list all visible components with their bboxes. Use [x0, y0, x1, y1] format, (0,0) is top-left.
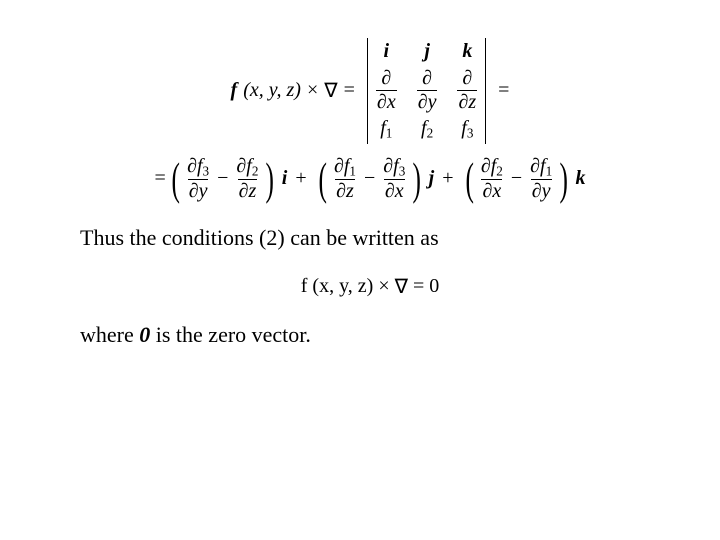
- equation-curl-determinant: f (x, y, z) × ∇ = i j k ∂ ∂x ∂: [80, 38, 660, 144]
- rparen-k: ): [560, 156, 568, 202]
- lparen-j: (: [318, 156, 326, 202]
- lparen-k: (: [465, 156, 473, 202]
- df2-dz: ∂f2 ∂z: [235, 156, 259, 203]
- text-zero-vector: where 0 is the zero vector.: [80, 321, 660, 349]
- vec-j: j: [427, 167, 435, 190]
- df2-dx: ∂f2 ∂x: [480, 156, 504, 203]
- cross-op: ×: [307, 79, 318, 102]
- det-bar-left: [367, 38, 368, 144]
- df3-dx: ∂f3 ∂x: [382, 156, 406, 203]
- det-f3: f3: [457, 117, 477, 142]
- line2-pre: where: [80, 322, 139, 347]
- det-f2: f2: [417, 117, 438, 142]
- minus-i: −: [213, 167, 232, 190]
- vec-i: i: [280, 167, 288, 190]
- nabla-2: ∇: [395, 274, 408, 299]
- text-conditions: Thus the conditions (2) can be written a…: [80, 224, 660, 252]
- plus-2: +: [436, 167, 459, 190]
- plus-1: +: [289, 167, 312, 190]
- det-d-dy: ∂ ∂y: [417, 67, 438, 113]
- f-args: (x, y, z): [243, 79, 301, 102]
- equation-curl-zero: f (x, y, z) × ∇ = 0: [80, 274, 660, 299]
- term-i: ( ∂f3 ∂y − ∂f2 ∂z ): [168, 156, 278, 203]
- term-k: ( ∂f2 ∂x − ∂f1 ∂y ): [462, 156, 572, 203]
- det-grid: i j k ∂ ∂x ∂ ∂y ∂: [370, 38, 483, 144]
- line2-post: is the zero vector.: [150, 322, 311, 347]
- det-d-dx: ∂ ∂x: [376, 67, 397, 113]
- nabla: ∇: [324, 78, 337, 103]
- determinant: i j k ∂ ∂x ∂ ∂y ∂: [365, 38, 488, 144]
- minus-j: −: [360, 167, 379, 190]
- det-bar-right: [485, 38, 486, 144]
- vector-f-2: f: [301, 275, 308, 298]
- vector-f: f: [231, 79, 238, 102]
- f-args-2: (x, y, z): [312, 275, 373, 298]
- zero-rhs: 0: [429, 275, 439, 298]
- unit-i: i: [376, 40, 397, 63]
- equals-3: =: [413, 275, 424, 298]
- cross-op-2: ×: [378, 275, 389, 298]
- df1-dz: ∂f1 ∂z: [333, 156, 357, 203]
- lparen-i: (: [171, 156, 179, 202]
- det-d-dz: ∂ ∂z: [457, 67, 477, 113]
- rparen-j: ): [413, 156, 421, 202]
- equals-trailing: =: [498, 79, 509, 102]
- equals-1: =: [344, 79, 355, 102]
- lead-equals: =: [154, 167, 165, 190]
- df1-dy: ∂f1 ∂y: [529, 156, 553, 203]
- unit-k: k: [457, 40, 477, 63]
- line2-zero: 0: [139, 322, 150, 347]
- rparen-i: ): [266, 156, 274, 202]
- unit-j: j: [417, 40, 438, 63]
- df3-dy: ∂f3 ∂y: [186, 156, 210, 203]
- equation-curl-expanded: = ( ∂f3 ∂y − ∂f2 ∂z ) i + ( ∂f1 ∂z −: [80, 156, 660, 203]
- det-f1: f1: [376, 117, 397, 142]
- vec-k: k: [574, 167, 586, 190]
- term-j: ( ∂f1 ∂z − ∂f3 ∂x ): [315, 156, 425, 203]
- minus-k: −: [507, 167, 526, 190]
